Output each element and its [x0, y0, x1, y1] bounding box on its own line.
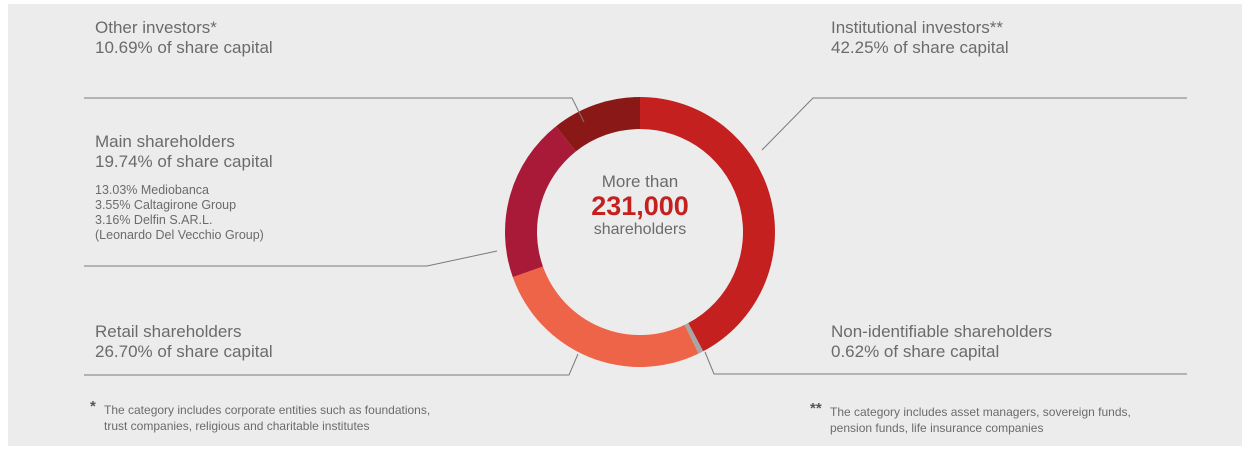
donut-slice-other-investors [555, 97, 640, 152]
donut-center-label: More than 231,000 shareholders [555, 172, 725, 239]
footnote-double: ** The category includes asset managers,… [810, 401, 1131, 436]
footnote-single-line1: The category includes corporate entities… [104, 403, 431, 417]
non-identifiable-value: 0.62% of share capital [831, 342, 1000, 361]
leader-line-other [84, 97, 585, 123]
main-shareholders-value: 19.74% of share capital [95, 152, 273, 171]
detail-delfin: 3.16% Delfin S.AR.L. [95, 213, 213, 227]
main-shareholders-name: Main shareholders [95, 132, 235, 151]
detail-caltagirone: 3.55% Caltagirone Group [95, 198, 237, 212]
retail-name: Retail shareholders [95, 322, 242, 341]
donut-slice-non-identifiable-shareholders [684, 323, 704, 354]
donut-slice-main-shareholders [504, 126, 576, 278]
retail-value: 26.70% of share capital [95, 342, 273, 361]
institutional-value: 42.25% of share capital [831, 38, 1009, 57]
center-value: 231,000 [591, 191, 689, 221]
other-investors-value: 10.69% of share capital [95, 38, 273, 57]
leader-line-main [84, 250, 498, 267]
center-line2: shareholders [593, 221, 687, 238]
label-retail-shareholders: Retail shareholders 26.70% of share capi… [95, 322, 273, 362]
other-investors-name: Other investors* [95, 18, 217, 37]
footnote-double-line1: The category includes asset managers, so… [830, 405, 1131, 419]
non-identifiable-name: Non-identifiable shareholders [831, 322, 1053, 341]
footnote-single-line2: trust companies, religious and charitabl… [104, 419, 370, 433]
detail-mediobanca: 13.03% Mediobanca [95, 183, 209, 197]
footnote-single: * The category includes corporate entiti… [90, 399, 431, 434]
detail-del-vecchio: (Leonardo Del Vecchio Group) [95, 228, 264, 242]
footnote-double-line2: pension funds, life insurance companies [830, 421, 1044, 435]
leader-line-institutional [761, 97, 1187, 151]
donut-slice-retail-shareholders [512, 266, 699, 367]
footnote-single-marker: * [90, 398, 96, 415]
label-other-investors: Other investors* 10.69% of share capital [95, 18, 273, 58]
leader-line-non-identifiable [704, 351, 1187, 375]
donut-slice-institutional-investors [640, 97, 776, 352]
main-shareholders-detail: 13.03% Mediobanca 3.55% Caltagirone Grou… [95, 183, 264, 243]
chart-panel [8, 4, 1242, 446]
footnote-double-marker: ** [810, 400, 822, 417]
center-line1: More than [601, 172, 679, 191]
label-non-identifiable: Non-identifiable shareholders 0.62% of s… [831, 322, 1052, 362]
leader-line-retail [84, 353, 579, 376]
institutional-name: Institutional investors** [831, 18, 1003, 37]
label-institutional-investors: Institutional investors** 42.25% of shar… [831, 18, 1009, 58]
label-main-shareholders: Main shareholders 19.74% of share capita… [95, 132, 273, 172]
